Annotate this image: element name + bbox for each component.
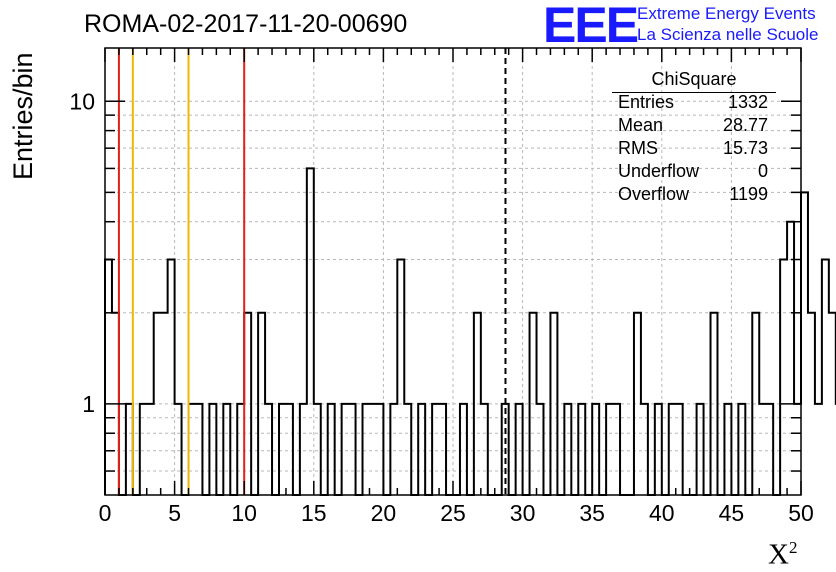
stats-label: RMS [618, 138, 658, 158]
stats-label: Mean [618, 115, 664, 135]
marker-lines [117, 48, 507, 495]
logo-line-2: La Scienza nelle Scuole [637, 25, 819, 44]
x-axis-label-base: X [768, 538, 789, 571]
x-tick-label: 40 [649, 500, 675, 526]
stats-box: ChiSquare Entries 1332 Mean 28.77 RMS 15.73 Un… [612, 66, 776, 204]
tick-labels: 0 5 10 15 20 25 30 35 40 45 50 1 10 [69, 88, 813, 526]
stats-label: Entries [618, 92, 675, 112]
x-tick-label: 30 [510, 500, 536, 526]
x-tick-label: 45 [719, 500, 745, 526]
stats-value: 28.77 [722, 115, 768, 135]
x-tick-label: 5 [168, 500, 181, 526]
x-tick-label: 50 [788, 500, 814, 526]
x-tick-label: 35 [579, 500, 605, 526]
stats-label: Overflow [618, 184, 690, 204]
y-tick-label: 10 [69, 88, 95, 114]
x-tick-label: 10 [231, 500, 257, 526]
x-tick-label: 0 [99, 500, 112, 526]
histogram-bins [104, 167, 836, 496]
x-tick-label: 25 [440, 500, 466, 526]
stats-value: 1332 [727, 92, 768, 112]
logo-line-1: Extreme Energy Events [637, 4, 816, 23]
x-tick-label: 20 [371, 500, 397, 526]
y-tick-label: 1 [82, 391, 95, 417]
eee-logo: EEE [543, 0, 639, 53]
stats-value: 0 [757, 161, 768, 181]
stats-title: ChiSquare [651, 69, 737, 89]
stats-value: 15.73 [722, 138, 768, 158]
stats-value: 1199 [729, 184, 768, 204]
x-axis-label: X2 [768, 538, 797, 572]
chart-title: ROMA-02-2017-11-20-00690 [84, 10, 408, 38]
stats-label: Underflow [618, 161, 700, 181]
axis-ticks [104, 48, 802, 495]
stats-title-underline [612, 92, 776, 93]
x-tick-label: 15 [301, 500, 327, 526]
histogram-outline [104, 167, 836, 496]
x-axis-label-sup: 2 [788, 538, 798, 557]
